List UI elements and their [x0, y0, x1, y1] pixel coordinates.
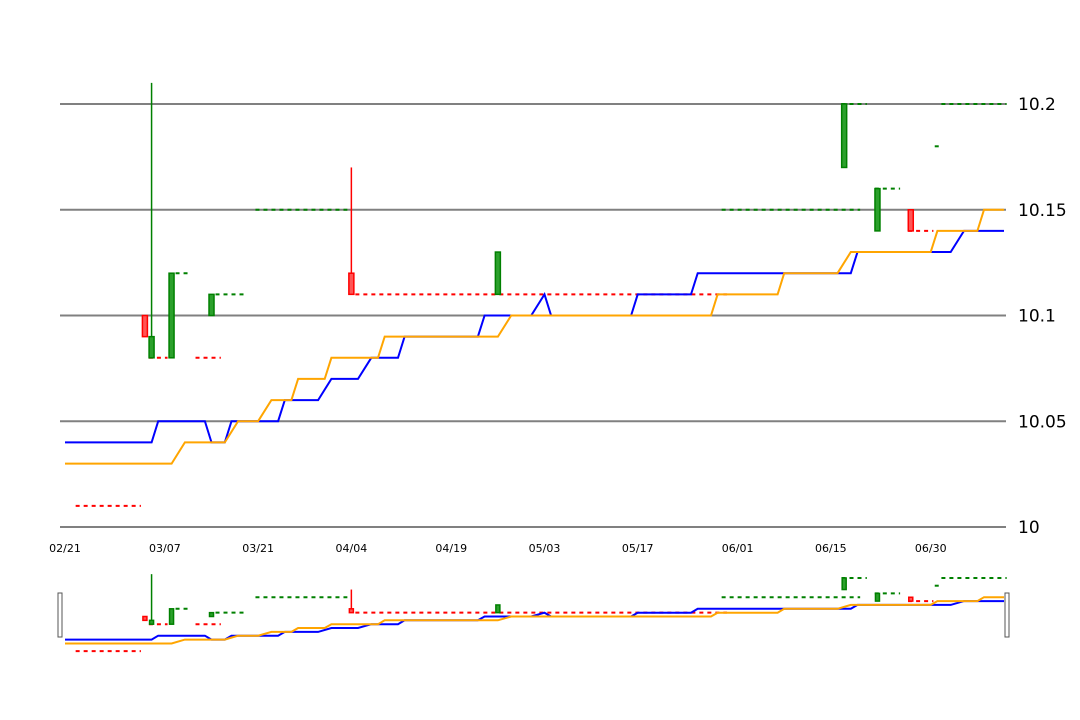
candle-down: [141, 314, 149, 338]
candle-up: [148, 619, 155, 625]
dashed-levels: [75, 103, 1007, 507]
candle-up: [208, 293, 215, 317]
candle-up: [208, 611, 215, 618]
candle-down: [348, 272, 355, 296]
candle-up: [148, 335, 155, 359]
x-tick-label: 06/15: [815, 542, 847, 555]
series-line-2: [65, 208, 1004, 465]
candle-up: [874, 187, 881, 232]
navigator-left-handle[interactable]: [57, 592, 63, 638]
navigator-candlesticks: [142, 574, 914, 625]
series-line-1: [65, 229, 1004, 444]
y-tick-label: 10.2: [1018, 95, 1056, 115]
x-tick-label: 06/30: [915, 542, 947, 555]
series-line-2: [65, 596, 1004, 645]
x-tick-label: 03/21: [242, 542, 274, 555]
series-line-1: [65, 600, 1004, 641]
candle-down: [142, 615, 148, 622]
x-tick-label: 05/03: [529, 542, 561, 555]
candle-up: [495, 604, 501, 614]
x-tick-label: 02/21: [49, 542, 81, 555]
navigator-series-lines: [65, 596, 1004, 645]
navigator-panel[interactable]: [57, 574, 1010, 653]
candle-up: [168, 272, 175, 359]
y-tick-label: 10.15: [1018, 201, 1067, 221]
y-tick-label: 10.05: [1018, 412, 1067, 432]
candlesticks: [141, 82, 915, 359]
series-lines: [65, 208, 1004, 465]
y-tick-labels: 10 10.05 10.1 10.15 10.2: [1018, 95, 1067, 538]
x-tick-label: 06/01: [722, 542, 754, 555]
x-tick-label: 04/04: [336, 542, 368, 555]
candle-down: [907, 209, 915, 232]
x-tick-label: 03/07: [149, 542, 181, 555]
candle-up: [841, 577, 847, 591]
candle-down: [908, 596, 914, 602]
x-tick-label: 05/17: [622, 542, 654, 555]
x-tick-label: 04/19: [435, 542, 467, 555]
y-tick-label: 10: [1018, 518, 1040, 538]
y-tick-label: 10.1: [1018, 307, 1056, 327]
candle-up: [840, 103, 848, 169]
candle-down: [348, 608, 355, 614]
candle-up: [494, 251, 502, 296]
navigator-right-handle[interactable]: [1004, 592, 1010, 638]
x-tick-labels: 02/21 03/07 03/21 04/04 04/19 05/03 05/17 06/01…: [49, 542, 946, 555]
candle-up: [168, 608, 175, 625]
candle-up: [874, 592, 881, 602]
